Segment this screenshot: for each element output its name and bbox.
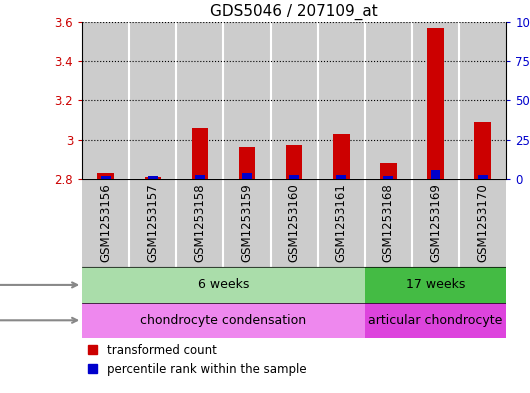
Title: GDS5046 / 207109_at: GDS5046 / 207109_at xyxy=(210,4,378,20)
Text: GSM1253168: GSM1253168 xyxy=(382,183,395,262)
Bar xyxy=(333,134,349,179)
Text: GSM1253158: GSM1253158 xyxy=(193,183,206,262)
Bar xyxy=(82,303,365,338)
Bar xyxy=(427,28,444,179)
Bar xyxy=(289,175,299,179)
Text: GSM1253159: GSM1253159 xyxy=(241,183,253,262)
Legend: transformed count, percentile rank within the sample: transformed count, percentile rank withi… xyxy=(88,344,306,376)
Bar xyxy=(176,22,224,179)
Bar xyxy=(383,176,393,179)
Bar xyxy=(474,122,491,179)
Bar xyxy=(430,170,440,179)
Bar xyxy=(145,177,161,179)
Bar xyxy=(82,267,365,303)
Bar xyxy=(365,267,506,303)
Text: articular chondrocyte: articular chondrocyte xyxy=(368,314,502,327)
Text: GSM1253169: GSM1253169 xyxy=(429,183,442,262)
Text: GSM1253160: GSM1253160 xyxy=(288,183,301,262)
Text: GSM1253157: GSM1253157 xyxy=(146,183,160,262)
Bar xyxy=(192,128,208,179)
Bar xyxy=(242,173,252,179)
Bar xyxy=(365,303,506,338)
Bar xyxy=(412,22,459,179)
Bar xyxy=(286,145,303,179)
Bar xyxy=(129,22,176,179)
Text: development stage: development stage xyxy=(0,278,77,292)
Bar xyxy=(478,175,488,179)
Bar xyxy=(337,175,346,179)
Bar xyxy=(195,175,205,179)
Text: cell type: cell type xyxy=(0,314,77,327)
Text: 17 weeks: 17 weeks xyxy=(406,278,465,292)
Bar xyxy=(271,22,317,179)
Bar xyxy=(98,173,114,179)
Bar xyxy=(317,22,365,179)
Text: GSM1253161: GSM1253161 xyxy=(335,183,348,262)
Bar xyxy=(239,147,255,179)
Text: 6 weeks: 6 weeks xyxy=(198,278,249,292)
Bar xyxy=(148,176,158,179)
Bar xyxy=(82,22,129,179)
Bar xyxy=(365,22,412,179)
Bar xyxy=(459,22,506,179)
Text: chondrocyte condensation: chondrocyte condensation xyxy=(140,314,306,327)
Bar xyxy=(224,22,271,179)
Text: GSM1253156: GSM1253156 xyxy=(99,183,112,262)
Bar xyxy=(380,163,396,179)
Bar xyxy=(101,176,111,179)
Text: GSM1253170: GSM1253170 xyxy=(476,183,489,262)
